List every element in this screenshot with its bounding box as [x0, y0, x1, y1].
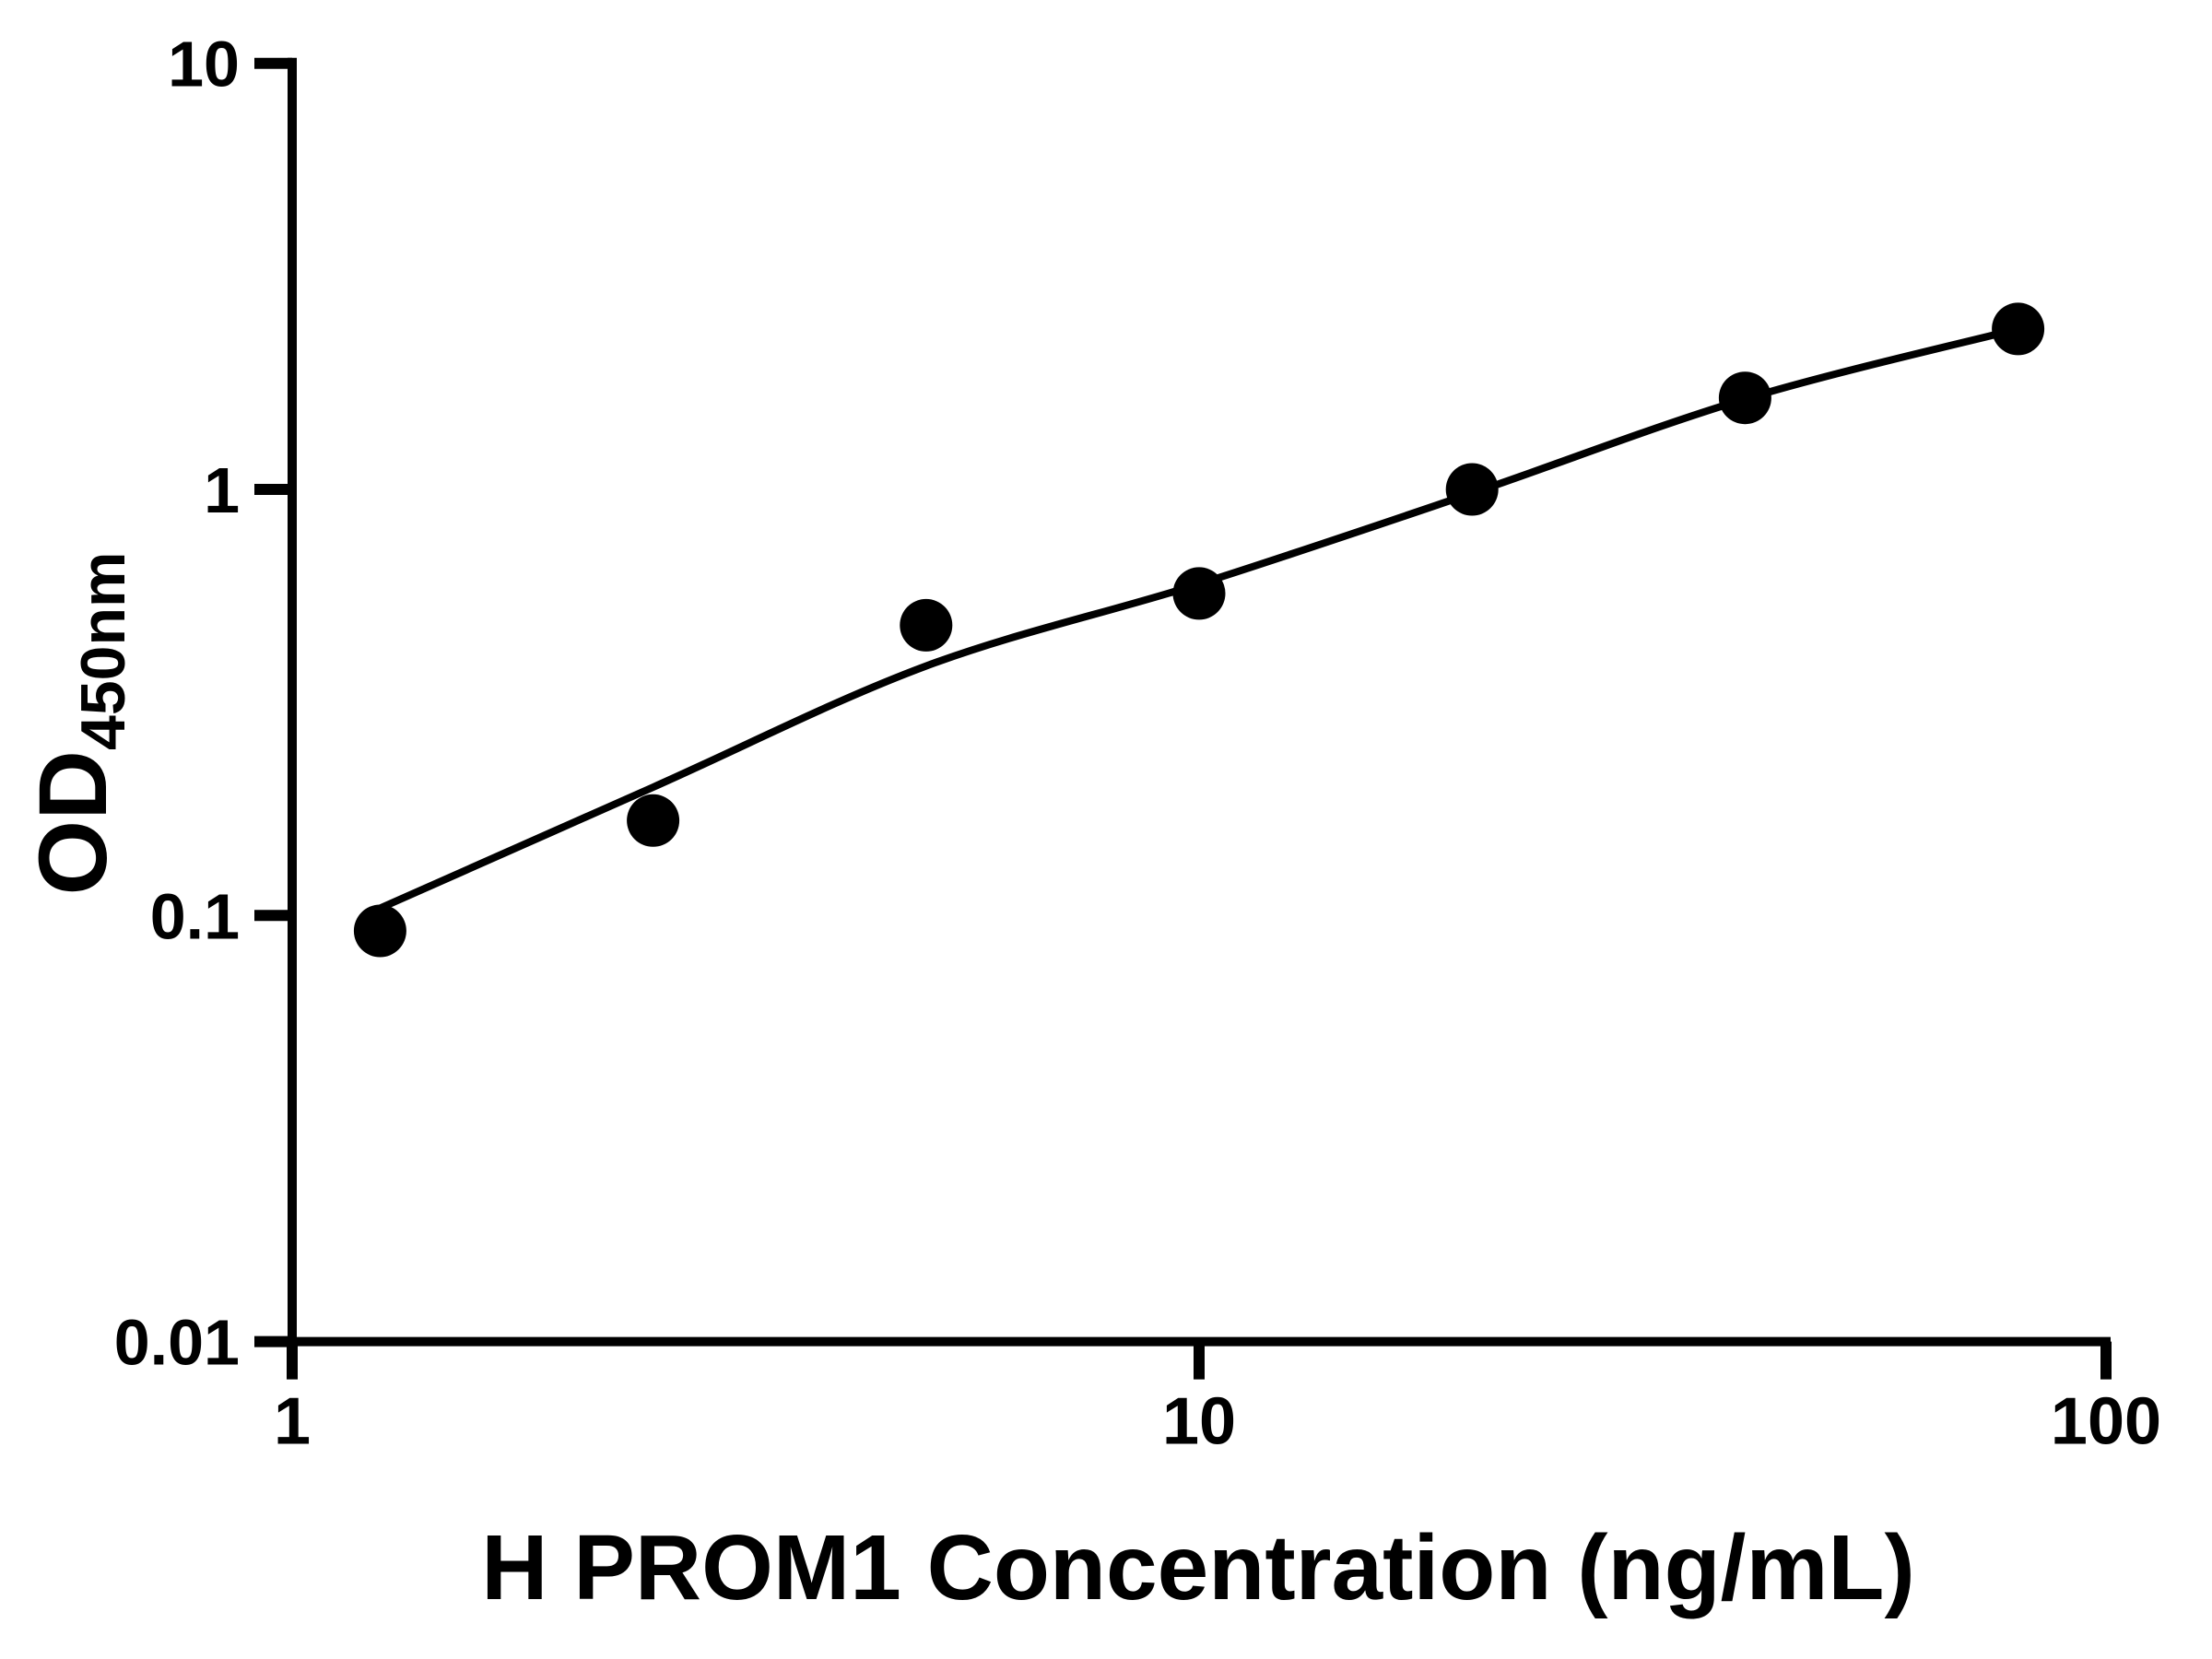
y-axis-tick-label: 10	[168, 29, 240, 100]
x-axis-tick-label: 1	[274, 1385, 311, 1459]
x-axis-title: H PROM1 Concentration (ng/mL)	[481, 1516, 1915, 1619]
y-axis-title-subscript: 450nm	[68, 552, 138, 750]
x-axis-tick-label: 100	[2051, 1385, 2161, 1459]
x-axis-tick-label: 10	[1162, 1385, 1236, 1459]
y-axis-title: OD450nm	[19, 552, 138, 896]
data-point	[1718, 371, 1771, 425]
data-point	[900, 598, 953, 652]
y-axis-tick-label: 0.1	[150, 880, 240, 952]
y-axis-tick-label: 1	[204, 454, 240, 526]
data-points-layer	[353, 302, 2045, 958]
data-point	[1992, 302, 2045, 356]
axes-layer: 10 1 0.1 0.01 1 10 100	[114, 29, 2161, 1459]
data-point	[353, 904, 406, 958]
data-point	[1172, 567, 1226, 620]
data-point	[1445, 463, 1499, 516]
y-axis-tick-label: 0.01	[114, 1307, 240, 1379]
data-point	[627, 794, 680, 847]
y-axis-title-main: OD	[19, 750, 127, 896]
